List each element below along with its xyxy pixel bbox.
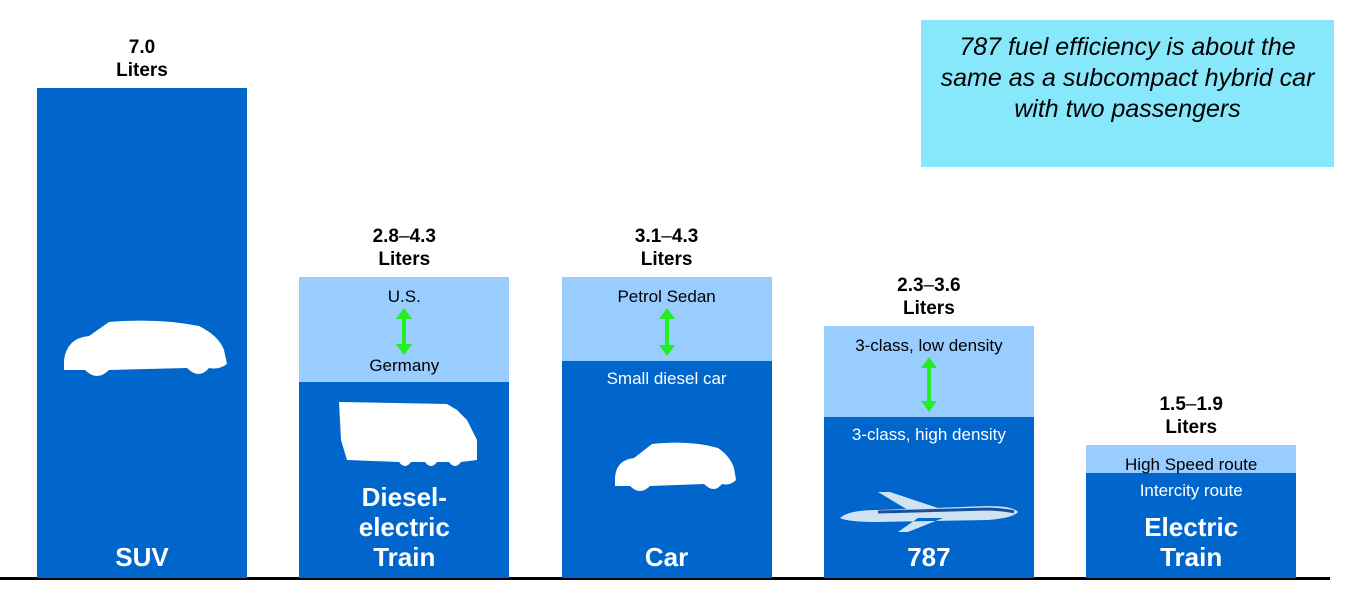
unit: Liters	[903, 298, 955, 319]
category-label: SUV	[115, 542, 169, 572]
unit: Liters	[116, 60, 168, 81]
value-label: 1.5–1.9 Liters	[1086, 393, 1296, 439]
range-low-name: Germany	[369, 356, 440, 375]
bar	[1086, 473, 1297, 578]
range-separator: –	[1185, 394, 1197, 415]
range-separator: –	[923, 275, 935, 296]
unit: Liters	[640, 249, 693, 270]
range-separator: –	[661, 226, 672, 247]
range-low-name: Intercity route	[1139, 481, 1243, 500]
icon	[839, 492, 1018, 532]
icon	[339, 402, 478, 466]
value-high: 7.0	[128, 37, 156, 58]
range-high-name: U.S.	[387, 287, 421, 306]
value-high: 4.3	[671, 226, 699, 247]
value-label: 3.1–4.3 Liters	[562, 225, 772, 271]
annotation: 787 fuel efficiency is about the same as…	[921, 20, 1334, 167]
value-low: 1.5	[1159, 394, 1186, 415]
range-high-name: 3-class, low density	[855, 336, 1003, 355]
value-label: 7.0 Liters	[37, 36, 247, 82]
range-arrow	[658, 308, 675, 356]
bar	[823, 417, 1034, 578]
value-low: 3.1	[634, 226, 662, 247]
category-label: 787	[907, 542, 951, 572]
range-low-name: Small diesel car	[606, 369, 727, 388]
value-high: 1.9	[1196, 394, 1223, 415]
category-label: Electric Train	[1144, 512, 1239, 572]
range-high-name: High Speed route	[1125, 455, 1258, 474]
range-arrow	[396, 308, 413, 355]
value-low: 2.8	[372, 226, 399, 247]
value-high: 3.6	[934, 275, 961, 296]
icon	[614, 442, 736, 491]
category-label: Diesel-electric Train	[358, 482, 450, 572]
range-bar	[1086, 445, 1297, 473]
range-arrow	[920, 357, 937, 412]
unit: Liters	[1165, 417, 1218, 438]
unit: Liters	[378, 249, 431, 270]
category-label: Car	[644, 542, 689, 572]
icon	[64, 320, 227, 376]
range-separator: –	[399, 226, 410, 247]
baseline	[0, 577, 1330, 580]
value-label: 2.3–3.6 Liters	[824, 274, 1034, 320]
range-high-name: Petrol Sedan	[617, 287, 716, 306]
value-high: 4.3	[409, 226, 436, 247]
value-label: 2.8–4.3 Liters	[299, 225, 509, 271]
range-low-name: 3-class, high density	[851, 425, 1006, 444]
value-low: 2.3	[897, 275, 924, 296]
